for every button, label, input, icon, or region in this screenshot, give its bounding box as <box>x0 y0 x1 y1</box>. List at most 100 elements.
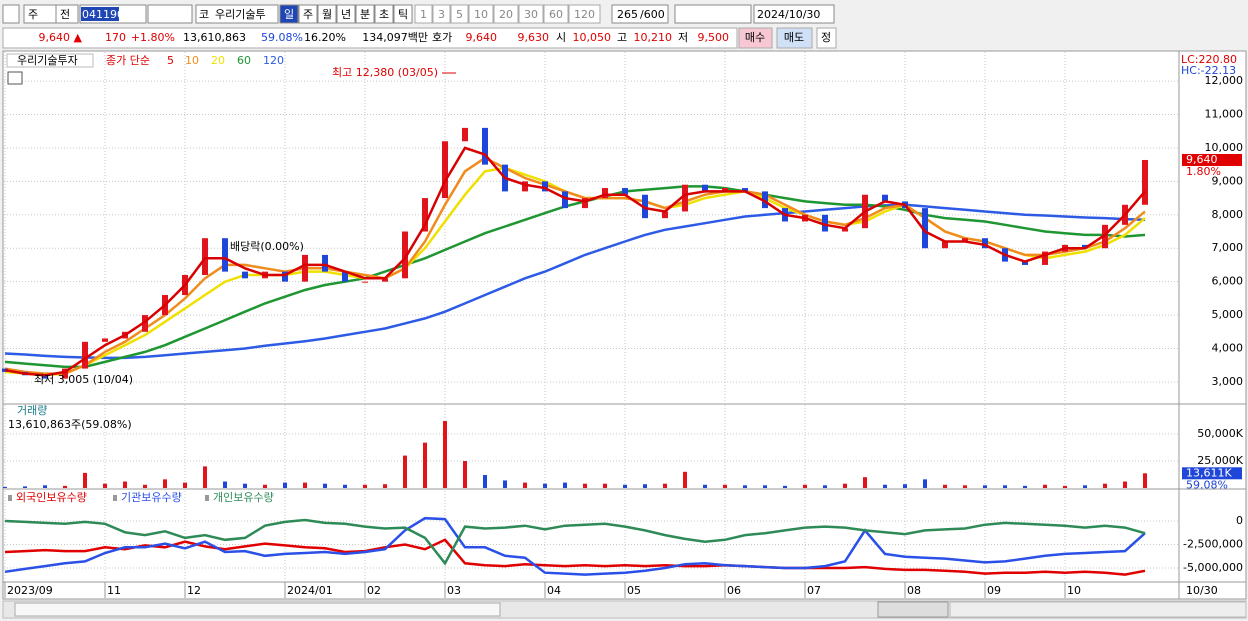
candle <box>942 241 948 249</box>
y-tick-label: -2,500,000 <box>1183 537 1243 550</box>
title-box <box>6 53 94 68</box>
period-button[interactable] <box>374 4 394 24</box>
period-button[interactable] <box>336 4 356 24</box>
table-icon[interactable] <box>7 71 23 85</box>
low-label: 저 <box>678 31 688 44</box>
volume-bar <box>843 483 847 488</box>
interval-button[interactable] <box>568 4 601 24</box>
interval-label: 120 <box>574 8 595 21</box>
date: 2024/10/30 <box>757 8 820 21</box>
legend-swatch <box>8 495 12 501</box>
legend-label: 10 <box>185 54 199 67</box>
volume-bar <box>363 484 367 488</box>
volume-bar <box>43 485 47 488</box>
period-button[interactable] <box>393 4 413 24</box>
volume-bar <box>223 481 227 488</box>
interval-button[interactable] <box>414 4 433 24</box>
buy-button[interactable] <box>738 27 773 49</box>
lc-label: LC:220.80 <box>1181 53 1237 66</box>
period-label: 년 <box>341 8 351 21</box>
sell-button[interactable] <box>776 27 813 49</box>
candle <box>242 271 248 279</box>
period-label: 월 <box>322 8 332 21</box>
low-annotation: 최저 3,005 (10/04) <box>34 373 133 386</box>
x-tick-label: 12 <box>187 584 201 597</box>
y-tick-label: 3,000 <box>1212 375 1244 388</box>
volume-bar <box>63 485 67 488</box>
ask: 9,640 <box>466 31 498 44</box>
legend-label: 기관보유수량 <box>121 491 182 504</box>
candle <box>722 188 728 192</box>
dividend-annotation: 배당락(0.00%) <box>230 240 304 253</box>
period-button[interactable] <box>317 4 337 24</box>
playback-buttons[interactable] <box>877 601 949 618</box>
period-label: 틱 <box>398 8 408 21</box>
volume-bar <box>403 455 407 488</box>
candle <box>362 281 368 283</box>
legend-label: 120 <box>263 54 284 67</box>
count-box[interactable] <box>611 4 669 24</box>
volume-bar <box>83 472 87 488</box>
volume-bar <box>783 485 787 488</box>
interval-label: 60 <box>549 8 563 21</box>
open: 10,050 <box>573 31 612 44</box>
volume-bar <box>563 482 567 488</box>
x-tick-label: 02 <box>367 584 381 597</box>
scroll-thumb[interactable] <box>14 602 501 617</box>
candle <box>842 228 848 232</box>
high: 10,210 <box>634 31 673 44</box>
candle <box>202 238 208 275</box>
tool-buttons[interactable] <box>674 4 752 24</box>
volume-bar <box>283 482 287 488</box>
bid: 9,630 <box>518 31 550 44</box>
interval-label: 30 <box>524 8 538 21</box>
volume-bar <box>183 482 187 488</box>
legend-label: 외국인보유수량 <box>16 491 87 504</box>
candle <box>82 341 88 369</box>
quote-bar <box>2 27 738 49</box>
interval-button[interactable] <box>432 4 451 24</box>
candle <box>662 211 668 219</box>
volume-bar <box>1023 485 1027 488</box>
search-button[interactable] <box>147 4 193 24</box>
x-tick-label: 06 <box>727 584 741 597</box>
volume-bar <box>303 482 307 488</box>
period-button[interactable] <box>355 4 375 24</box>
volume-bar <box>763 485 767 488</box>
icon-button[interactable] <box>2 4 20 24</box>
prev-select[interactable] <box>55 4 79 24</box>
candle <box>962 238 968 242</box>
candle <box>702 184 708 192</box>
volume-bar <box>603 483 607 488</box>
interval-button[interactable] <box>468 4 494 24</box>
x-tick-label: 10 <box>1067 584 1081 597</box>
date-box[interactable] <box>753 4 835 24</box>
interval-button[interactable] <box>450 4 469 24</box>
volume-bar <box>523 482 527 488</box>
volume-bar <box>463 460 467 488</box>
legend-swatch <box>205 495 209 501</box>
chart-title: 우리기술투자 <box>17 54 78 67</box>
interval-button[interactable] <box>543 4 569 24</box>
volume-bar <box>443 421 447 488</box>
period-button[interactable] <box>298 4 318 24</box>
interval-label: 20 <box>499 8 513 21</box>
volume-bar <box>803 484 807 488</box>
candle <box>422 198 428 232</box>
y-tick-label: 12,000 <box>1205 74 1244 87</box>
interval-button[interactable] <box>518 4 544 24</box>
volume-bar <box>543 483 547 488</box>
period-label: 초 <box>379 8 389 21</box>
interval-button[interactable] <box>493 4 519 24</box>
series-line <box>4 156 1146 375</box>
open-label: 시 <box>556 31 566 44</box>
volume-bar <box>723 484 727 488</box>
legend-label: 개인보유수량 <box>213 491 274 504</box>
period-button[interactable] <box>279 4 299 24</box>
candle <box>302 254 308 282</box>
stock-name: 우리기술투 <box>215 8 266 21</box>
legend-swatch <box>113 495 117 501</box>
correct-button[interactable] <box>816 27 837 49</box>
y-tick-label: 7,000 <box>1212 241 1244 254</box>
zoom-tools[interactable] <box>949 601 1247 618</box>
